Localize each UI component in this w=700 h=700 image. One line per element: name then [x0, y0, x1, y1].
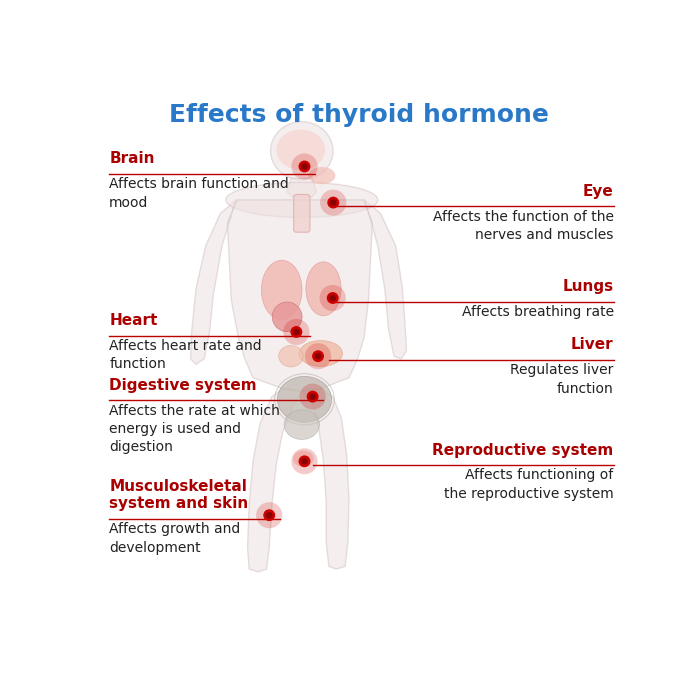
- Circle shape: [312, 350, 324, 362]
- Polygon shape: [287, 178, 316, 197]
- Circle shape: [327, 292, 339, 304]
- Circle shape: [298, 456, 311, 467]
- Text: Musculoskeletal
system and skin: Musculoskeletal system and skin: [109, 479, 248, 512]
- Polygon shape: [364, 200, 407, 359]
- Text: Affects functioning of
the reproductive system: Affects functioning of the reproductive …: [444, 468, 614, 500]
- Text: Digestive system: Digestive system: [109, 378, 257, 393]
- Text: Lungs: Lungs: [563, 279, 614, 294]
- Text: Effects of thyroid hormone: Effects of thyroid hormone: [169, 103, 549, 127]
- Text: Regulates liver
function: Regulates liver function: [510, 363, 614, 395]
- Ellipse shape: [271, 122, 333, 180]
- Circle shape: [301, 163, 308, 169]
- Circle shape: [298, 160, 311, 172]
- Circle shape: [284, 319, 309, 345]
- Circle shape: [320, 190, 346, 216]
- Circle shape: [305, 343, 331, 369]
- Circle shape: [263, 510, 275, 521]
- Polygon shape: [248, 389, 302, 572]
- Circle shape: [330, 295, 336, 301]
- Circle shape: [307, 391, 319, 402]
- Circle shape: [328, 197, 340, 209]
- Text: Affects the rate at which
energy is used and
digestion: Affects the rate at which energy is used…: [109, 404, 280, 454]
- Text: Brain: Brain: [109, 151, 155, 167]
- Circle shape: [290, 326, 302, 338]
- Circle shape: [301, 458, 308, 465]
- Polygon shape: [228, 200, 372, 391]
- Polygon shape: [302, 389, 349, 569]
- Text: Liver: Liver: [571, 337, 614, 352]
- Circle shape: [256, 502, 282, 528]
- Circle shape: [320, 285, 346, 311]
- Polygon shape: [190, 200, 237, 364]
- Ellipse shape: [293, 451, 314, 467]
- Ellipse shape: [261, 260, 302, 319]
- Ellipse shape: [299, 341, 342, 366]
- Ellipse shape: [306, 262, 341, 316]
- Text: Affects the function of the
nerves and muscles: Affects the function of the nerves and m…: [433, 209, 614, 242]
- Circle shape: [266, 512, 272, 519]
- Circle shape: [293, 329, 300, 335]
- Ellipse shape: [276, 130, 325, 170]
- Text: Affects brain function and
mood: Affects brain function and mood: [109, 177, 289, 209]
- Circle shape: [330, 199, 337, 206]
- Text: Affects breathing rate: Affects breathing rate: [461, 305, 614, 319]
- Text: Reproductive system: Reproductive system: [433, 442, 614, 458]
- Ellipse shape: [284, 410, 319, 440]
- Circle shape: [291, 153, 318, 179]
- Circle shape: [315, 353, 321, 359]
- FancyBboxPatch shape: [294, 195, 310, 232]
- Text: Heart: Heart: [109, 313, 158, 328]
- Text: Affects heart rate and
function: Affects heart rate and function: [109, 339, 262, 371]
- Text: Eye: Eye: [583, 184, 614, 199]
- Ellipse shape: [272, 302, 302, 332]
- Ellipse shape: [277, 377, 332, 422]
- Circle shape: [291, 448, 318, 475]
- Ellipse shape: [226, 183, 378, 218]
- Circle shape: [300, 384, 326, 409]
- Ellipse shape: [308, 167, 335, 184]
- Circle shape: [309, 393, 316, 400]
- Ellipse shape: [279, 345, 303, 367]
- Text: Affects growth and
development: Affects growth and development: [109, 522, 241, 554]
